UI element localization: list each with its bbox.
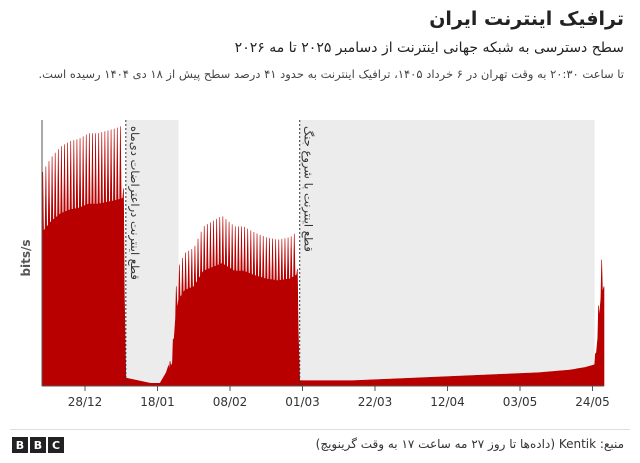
x-tick-label: 12/04 [430,395,465,409]
x-tick-label: 08/02 [213,395,248,409]
shutdown-label: قطع اینترنت با شروع جنگ [301,126,316,252]
chart: قطع اینترنت دراعتراضات دی‌ماه قطع اینترنت… [19,120,610,409]
x-tick-label: 28/12 [68,395,103,409]
bbc-logo-letter: C [48,437,64,453]
x-tick-label: 18/01 [140,395,175,409]
source-credit: منبع: Kentik (داده‌ها تا روز ۲۷ مه ساعت … [315,437,624,451]
shutdown-band [125,120,179,386]
chart-note: تا ساعت ۲۰:۳۰ به وقت تهران در ۶ خرداد ۱۴… [38,67,624,81]
x-tick-label: 24/05 [575,395,610,409]
traffic-series [41,126,605,387]
x-axis: 28/12 18/01 08/02 01/03 22/03 12/04 03/05 24/05 [41,120,610,409]
chart-title: ترافیک اینترنت ایران [429,8,624,30]
y-axis-label: bits/s [19,239,33,276]
x-tick-label: 03/05 [503,395,538,409]
shutdown-markers: قطع اینترنت دراعتراضات دی‌ماه قطع اینترنت… [125,120,316,386]
shutdown-shading [125,120,595,386]
shutdown-band [299,120,595,386]
bbc-logo-letter: B [12,437,28,453]
bbc-logo: B B C [12,437,64,453]
footer-divider [10,429,630,430]
shutdown-label: قطع اینترنت دراعتراضات دی‌ماه [127,126,142,280]
x-tick-label: 01/03 [285,395,320,409]
traffic-area [41,126,605,387]
x-tick-label: 22/03 [358,395,393,409]
bbc-logo-letter: B [30,437,46,453]
chart-subtitle: سطح دسترسی به شبکه جهانی اینترنت از دسام… [234,40,624,56]
